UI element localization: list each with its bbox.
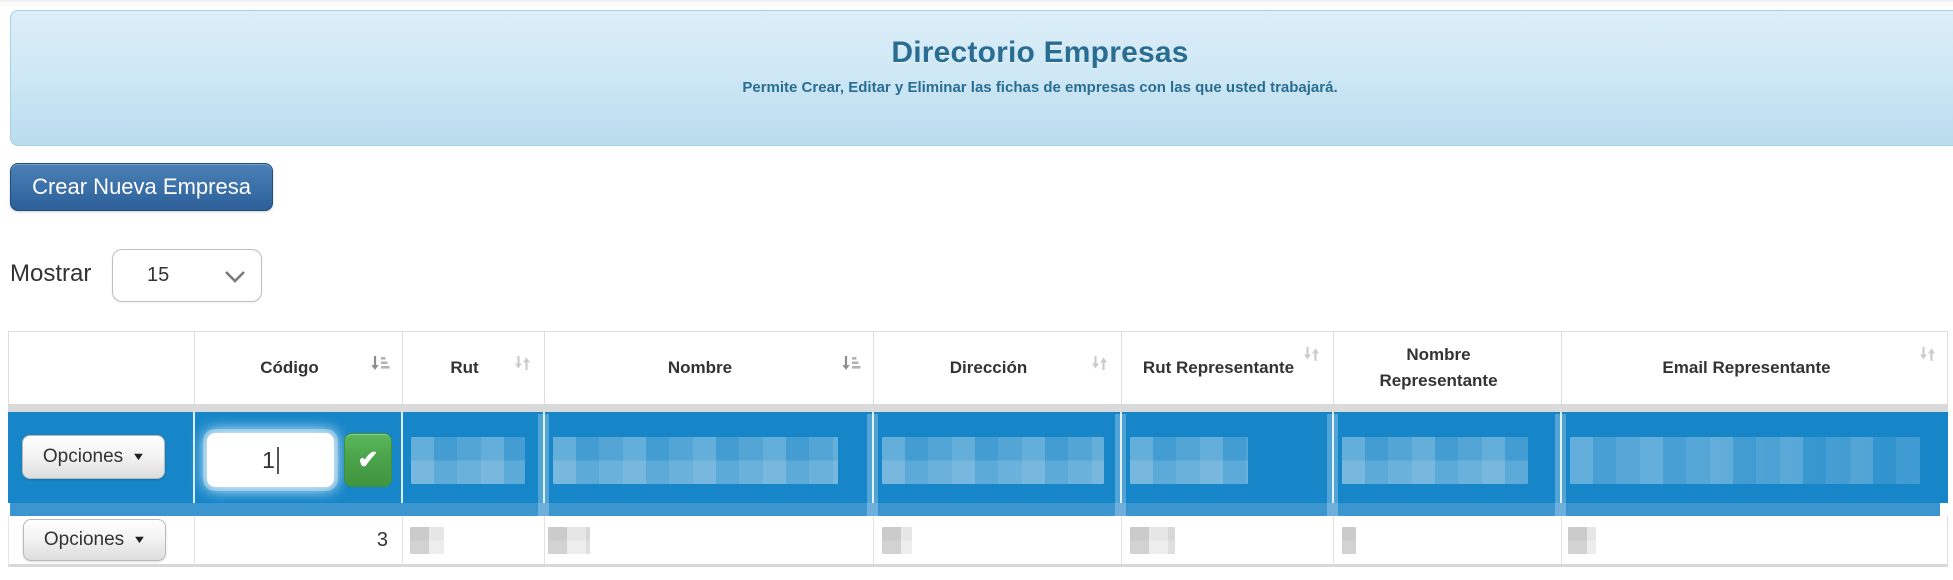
sort-both-icon: [513, 354, 532, 380]
redacted-content: [1570, 437, 1920, 484]
direccion-cell: [873, 516, 1121, 564]
nombre-cell: [544, 516, 873, 564]
caret-down-icon: ▼: [132, 534, 147, 546]
nombre-cell: [543, 412, 872, 503]
codigo-input-value: 1: [262, 446, 275, 473]
page-top-divider: [0, 0, 1953, 6]
text-cursor: [276, 446, 279, 474]
selected-row-blur-band: [10, 503, 1940, 516]
email-representante-cell: [1561, 516, 1949, 564]
redacted-content: [548, 527, 590, 554]
confirm-button[interactable]: ✔: [344, 433, 392, 487]
redacted-content: [410, 527, 444, 554]
table-header-divider: [8, 404, 1948, 412]
create-company-button[interactable]: Crear Nueva Empresa: [10, 163, 273, 211]
sort-both-icon: [1090, 354, 1109, 380]
column-header-options: [9, 332, 194, 404]
row-options-button[interactable]: Opciones ▼: [22, 435, 165, 479]
column-header-nombre-representante[interactable]: Nombre Representante: [1333, 332, 1561, 404]
check-icon: ✔: [357, 446, 379, 474]
column-header-direccion[interactable]: Dirección: [873, 332, 1121, 404]
codigo-cell: 3: [194, 516, 402, 564]
page-header-panel: Directorio Empresas Permite Crear, Edita…: [10, 10, 1953, 146]
options-cell: Opciones ▼: [8, 412, 193, 503]
sort-both-icon: [1918, 345, 1937, 371]
redacted-content: [1130, 527, 1175, 554]
email-representante-cell: [1560, 412, 1948, 503]
blur-artifact: [1115, 414, 1126, 560]
blur-artifact: [538, 414, 549, 560]
codigo-input[interactable]: 1: [207, 433, 334, 487]
direccion-cell: [872, 412, 1120, 503]
rut-representante-cell: [1121, 516, 1333, 564]
page-size-select[interactable]: 15: [112, 249, 262, 302]
codigo-value: 3: [376, 528, 388, 551]
nombre-representante-cell: [1332, 412, 1560, 503]
caret-down-icon: ▼: [131, 451, 146, 463]
column-header-codigo[interactable]: Código: [194, 332, 402, 404]
blur-artifact: [1555, 414, 1566, 560]
rut-cell: [401, 412, 543, 503]
column-header-rut[interactable]: Rut: [402, 332, 544, 404]
redacted-content: [1568, 527, 1596, 554]
table-header-row: Código Rut Nombre Dirección Rut Represen…: [8, 331, 1948, 404]
table-row-selected[interactable]: Opciones ▼ 1 ✔: [8, 412, 1948, 503]
redacted-content: [882, 527, 912, 554]
column-header-nombre[interactable]: Nombre: [544, 332, 873, 404]
sort-amount-icon: [370, 354, 390, 381]
codigo-cell: 1 ✔: [193, 412, 401, 503]
page-title: Directorio Empresas: [891, 36, 1189, 69]
row-options-button[interactable]: Opciones ▼: [23, 519, 166, 561]
options-cell: Opciones ▼: [9, 516, 194, 564]
blur-artifact: [867, 414, 878, 560]
show-label: Mostrar: [10, 260, 92, 287]
column-header-email-representante[interactable]: Email Representante: [1561, 332, 1949, 404]
sort-amount-icon: [841, 354, 861, 381]
redacted-content: [882, 437, 1104, 484]
redacted-content: [1342, 437, 1528, 484]
rut-representante-cell: [1120, 412, 1332, 503]
page-subtitle: Permite Crear, Editar y Eliminar las fic…: [742, 79, 1338, 96]
redacted-content: [1130, 437, 1248, 484]
redacted-content: [1342, 527, 1356, 554]
table-row[interactable]: Opciones ▼ 3: [8, 516, 1948, 567]
sort-both-icon: [1302, 345, 1321, 371]
redacted-content: [553, 437, 838, 484]
blur-artifact: [1327, 414, 1338, 560]
column-header-rut-representante[interactable]: Rut Representante: [1121, 332, 1333, 404]
page-size-value: 15: [147, 264, 170, 286]
chevron-down-icon: [225, 271, 245, 283]
nombre-representante-cell: [1333, 516, 1561, 564]
rut-cell: [402, 516, 544, 564]
redacted-content: [411, 437, 525, 484]
